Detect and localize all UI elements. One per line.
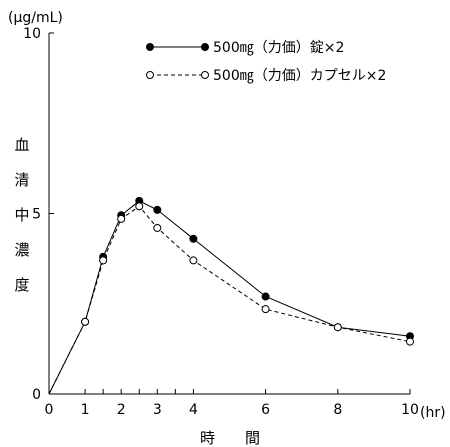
- y-axis-title-char: 度: [14, 276, 30, 294]
- data-point: [333, 323, 342, 332]
- x-tick-label: 8: [333, 402, 342, 418]
- data-point: [117, 214, 126, 223]
- x-tick-label: 6: [261, 402, 270, 418]
- x-tick-label: 4: [189, 402, 198, 418]
- data-point: [135, 202, 144, 211]
- legend-item-2: 500㎎（力価）カプセル×2: [146, 68, 386, 84]
- legend-marker: [146, 71, 154, 79]
- series-1: [48, 196, 414, 395]
- data-point: [153, 223, 162, 232]
- x-axis-title: 時 間: [200, 429, 260, 447]
- y-tick-label: 0: [32, 387, 41, 403]
- x-tick-label: 1: [81, 402, 90, 418]
- data-point: [99, 256, 108, 265]
- legend-label: 500㎎（力価）カプセル×2: [213, 68, 386, 84]
- y-tick-label: 5: [32, 207, 41, 223]
- legend-marker: [201, 43, 209, 51]
- data-point: [81, 317, 90, 326]
- x-tick-label: 10: [401, 402, 419, 418]
- legend: 500㎎（力価）錠×2 500㎎（力価）カプセル×2: [146, 40, 386, 84]
- y-axis-title-char: 中: [14, 206, 30, 224]
- legend-label: 500㎎（力価）錠×2: [213, 40, 344, 56]
- x-tick-label: 2: [117, 402, 126, 418]
- series-layer: [48, 196, 414, 395]
- data-point: [406, 337, 414, 346]
- legend-marker: [201, 71, 209, 79]
- data-point: [153, 205, 162, 214]
- data-point: [261, 292, 270, 301]
- y-axis-title-char: 血: [14, 136, 30, 154]
- data-point: [189, 234, 198, 243]
- y-axis-title-char: 濃: [14, 241, 30, 259]
- x-tick-label: 0: [45, 402, 54, 418]
- data-point: [189, 256, 198, 265]
- y-axis-title-char: 清: [14, 171, 30, 189]
- axes: 0 5 10 0 1 2 3 4 6 8 10: [23, 26, 419, 418]
- x-unit-label: (hr): [420, 405, 446, 421]
- legend-marker: [146, 43, 154, 51]
- series-2: [48, 202, 414, 395]
- x-tick-label: 3: [153, 402, 162, 418]
- series-line: [48, 205, 411, 395]
- y-unit-label: (μg/mL): [8, 10, 63, 26]
- series-line: [48, 200, 411, 395]
- legend-item-1: 500㎎（力価）錠×2: [146, 40, 344, 56]
- y-tick-label: 10: [23, 26, 41, 42]
- data-point: [261, 305, 270, 314]
